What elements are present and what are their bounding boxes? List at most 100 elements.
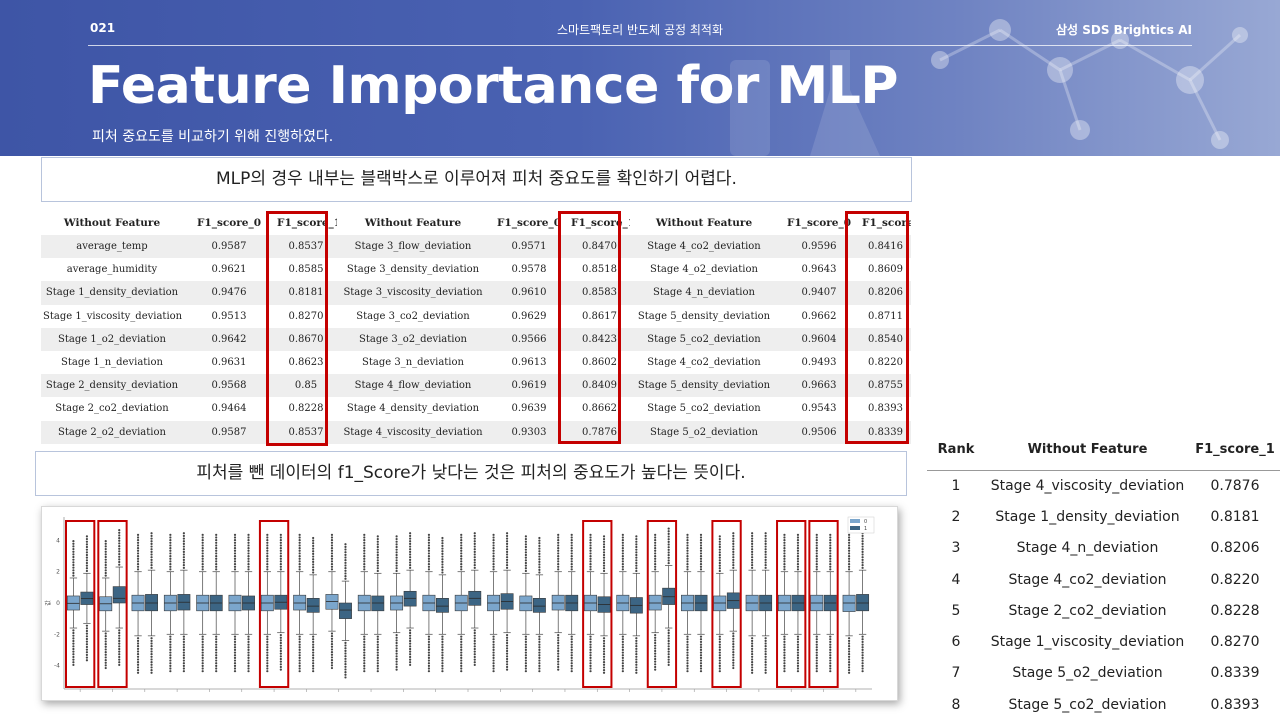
box-series1-outlier: [732, 664, 735, 667]
box-series0-outlier: [847, 541, 851, 544]
box-series0-outlier: [363, 562, 366, 566]
box-series0-outlier: [654, 568, 657, 571]
box-series1-outlier: [182, 553, 185, 556]
box-series1-outlier: [538, 539, 541, 542]
box-series0-outlier: [589, 568, 592, 571]
box-series1-outlier: [409, 655, 412, 659]
rank-cell: 7: [951, 665, 961, 682]
table-cell: 0.8540: [860, 327, 911, 351]
box-series0-outlier: [783, 670, 786, 673]
box-series1-outlier: [150, 650, 153, 653]
box-series0-outlier: [330, 635, 334, 638]
box-series0-outlier: [718, 567, 721, 570]
box-series0-outlier: [492, 654, 495, 657]
box-series0-outlier: [363, 640, 366, 644]
table-row: Stage 2_o2_deviation 0.9587 0.8537 Stage 4_…: [41, 420, 911, 444]
box-series1-outlier: [538, 646, 541, 649]
box-series0-outlier: [72, 545, 75, 548]
box-series1-outlier: [344, 644, 347, 647]
box-series1-outlier: [796, 536, 800, 539]
box-series0-outlier: [266, 557, 269, 560]
box-series0-outlier: [686, 549, 689, 552]
table-cell: 0.9587: [183, 235, 275, 259]
box-series1-outlier: [85, 624, 89, 627]
box-series0-outlier: [363, 656, 366, 659]
box-series1-outlier: [441, 563, 444, 566]
box-series0-outlier: [363, 554, 366, 558]
table-cell: 0.8470: [569, 235, 630, 259]
box-series0-outlier: [686, 659, 689, 662]
box-series0-outlier: [330, 643, 334, 646]
box-series1-outlier: [699, 547, 703, 550]
box-series1-outlier: [505, 537, 509, 540]
box-series1-outlier: [150, 564, 153, 567]
box-series1-outlier: [182, 550, 185, 553]
box-series0-outlier: [524, 545, 527, 549]
box-series0-outlier: [363, 557, 366, 560]
box-series1-outlier: [279, 539, 282, 542]
box-series1-outlier: [829, 640, 832, 644]
box-series1-box: [339, 602, 352, 619]
box-series0-outlier: [718, 646, 721, 649]
box-series1-outlier: [376, 540, 379, 543]
box-series1-outlier: [215, 670, 218, 673]
box-series1-outlier: [699, 654, 703, 657]
box-series0-outlier: [686, 536, 689, 539]
box-series0-outlier: [330, 541, 334, 544]
page-title: Feature Importance for MLP: [88, 56, 899, 116]
box-series0-outlier: [524, 664, 527, 667]
box-series1-outlier: [118, 663, 121, 667]
table-cell: average_humidity: [41, 258, 183, 282]
box-series0-outlier: [395, 553, 398, 557]
box-series1-outlier: [829, 562, 832, 566]
box-series1-outlier: [732, 661, 735, 664]
box-series1-outlier: [667, 639, 670, 643]
box-series0-outlier: [815, 648, 818, 652]
score-cell: 0.8181: [1210, 508, 1260, 525]
box-series0-outlier: [298, 539, 301, 542]
box-series1-outlier: [441, 542, 444, 545]
box-series0-outlier: [201, 549, 204, 552]
box-series0-outlier: [363, 664, 366, 667]
box-series0-outlier: [654, 636, 657, 639]
table-cell: 0.9662: [778, 304, 860, 328]
box-series1-box: [112, 586, 126, 604]
table-cell: 0.8583: [569, 281, 630, 305]
box-series0-outlier: [330, 557, 334, 560]
column-header: Rank: [927, 430, 985, 471]
box-series1-outlier: [538, 563, 541, 566]
table-cell: 0.9568: [183, 374, 275, 398]
box-series0-outlier: [460, 659, 463, 662]
box-series0-outlier: [524, 569, 527, 573]
box-series1-outlier: [312, 638, 315, 641]
box-series0-outlier: [686, 557, 689, 560]
header-banner: 021 스마트팩토리 반도체 공정 최적화 삼성 SDS Brightics A…: [0, 0, 1280, 156]
y-tick-label: 4: [56, 537, 60, 544]
box-series0-outlier: [201, 565, 204, 568]
box-series0-outlier: [136, 653, 140, 656]
box-series0-outlier: [395, 540, 398, 543]
box-series0-outlier: [136, 552, 140, 555]
box-series1-outlier: [861, 537, 864, 540]
box-series0-outlier: [557, 652, 560, 655]
box-series1-outlier: [635, 535, 638, 538]
box-series1-outlier: [538, 662, 541, 665]
score-cell: 0.8206: [1210, 540, 1260, 557]
box-series1-outlier: [247, 541, 250, 544]
box-series0-outlier: [330, 664, 334, 667]
box-series1-outlier: [796, 539, 800, 542]
box-series1-outlier: [409, 548, 412, 551]
box-series1-outlier: [635, 639, 638, 642]
box-series0-outlier: [136, 647, 140, 650]
box-series1-outlier: [312, 539, 315, 542]
box-series0-outlier: [233, 662, 237, 665]
box-series1-outlier: [118, 531, 121, 534]
box-series0-outlier: [460, 656, 463, 659]
box-series0-outlier: [169, 565, 172, 568]
box-series0-outlier: [492, 557, 495, 560]
box-series0-outlier: [557, 552, 560, 555]
box-series0-outlier: [589, 648, 592, 652]
box-series0-outlier: [104, 643, 107, 646]
box-series1-outlier: [732, 635, 735, 638]
box-series0-outlier: [460, 541, 463, 544]
